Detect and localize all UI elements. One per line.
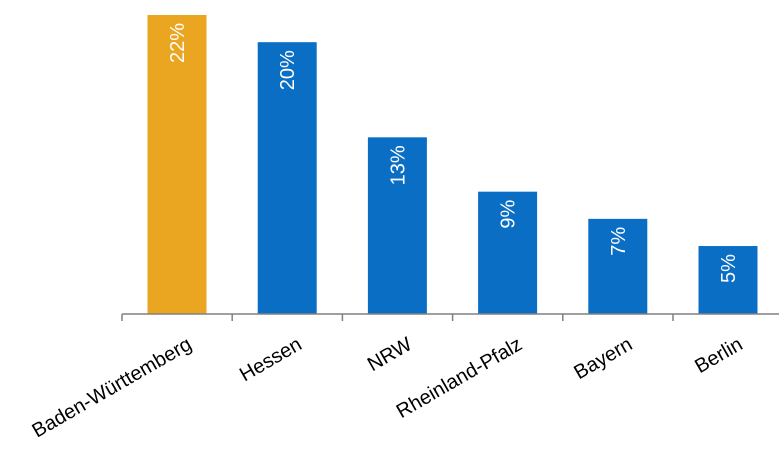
bar-hessen [257, 42, 317, 314]
tick-label-berlin: Berlin [691, 333, 746, 378]
tick-label-rheinland-pfalz: Rheinland-Pfalz [393, 333, 526, 423]
x-tick-labels: Baden-Württemberg Hessen NRWRheinland-Pfal… [29, 333, 747, 442]
bar-nrw [367, 137, 427, 314]
bar-berlin [698, 246, 758, 314]
data-label-rheinland-pfalz: 9% [498, 199, 520, 228]
tick-label-hessen: Hessen [236, 333, 306, 386]
bar-baden-w-rttemberg [147, 15, 207, 314]
data-label-bayern: 7% [608, 227, 630, 256]
bars-group: 22% 20% 13% 9% 7% 5% [147, 15, 758, 314]
x-axis [121, 313, 779, 321]
data-label-berlin: 5% [718, 254, 740, 283]
tick-label-bayern: Bayern [570, 333, 636, 384]
bar-rheinland-pfalz [478, 191, 538, 314]
data-label-hessen: 20% [277, 50, 299, 90]
data-label-nrw: 13% [387, 145, 409, 185]
tick-label-nrw: NRW [364, 333, 416, 376]
bar-bayern [588, 218, 648, 314]
data-label-baden-w-rttemberg: 22% [167, 23, 189, 63]
tick-label-baden-w-rttemberg: Baden-Württemberg [29, 333, 196, 442]
